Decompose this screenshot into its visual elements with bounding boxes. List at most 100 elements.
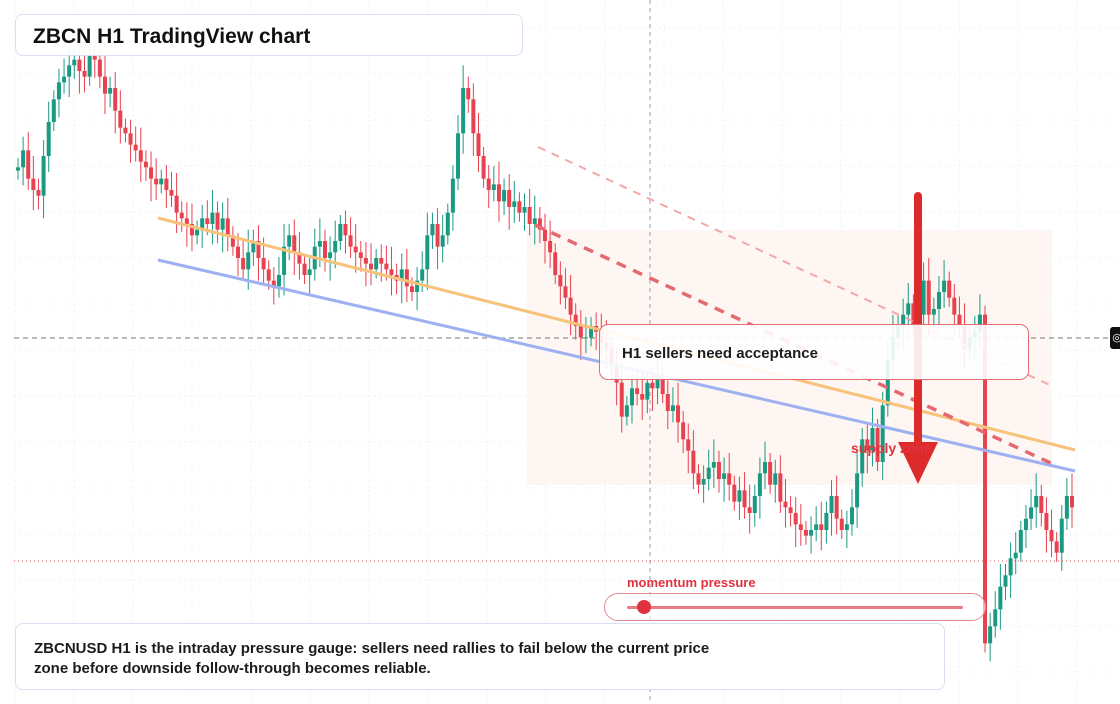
candle-body — [358, 252, 363, 258]
candle-body — [369, 263, 374, 270]
candle-body — [440, 235, 445, 247]
candle-body — [220, 218, 225, 230]
candle-body — [573, 314, 578, 326]
candle-body — [993, 609, 998, 627]
candle-body — [374, 258, 379, 270]
candle-body — [82, 71, 87, 77]
candle-body — [200, 218, 205, 230]
candle-body — [670, 405, 675, 411]
candle-body — [62, 76, 67, 83]
candle-body — [210, 212, 215, 224]
candle-body — [389, 269, 394, 275]
candle-body — [56, 82, 61, 100]
candle-body — [875, 428, 880, 462]
momentum-gauge[interactable] — [604, 593, 986, 621]
candle-body — [1008, 558, 1013, 576]
candle-body — [118, 110, 123, 128]
footer-text: ZBCNUSD H1 is the intraday pressure gaug… — [34, 640, 710, 677]
candle-body — [292, 235, 297, 253]
candle-body — [563, 286, 568, 298]
candle-body — [353, 246, 358, 253]
candle-body — [384, 263, 389, 270]
candle-body — [727, 473, 732, 485]
candle-body — [983, 314, 988, 644]
candle-body — [788, 507, 793, 513]
candle-body — [901, 314, 906, 326]
candle-body — [297, 252, 302, 264]
momentum-knob[interactable] — [636, 600, 651, 614]
candle-body — [92, 54, 97, 60]
candle-body — [988, 626, 993, 644]
candle-body — [778, 473, 783, 502]
candle-body — [583, 337, 588, 339]
candle-body — [184, 218, 189, 224]
candle-body — [829, 496, 834, 513]
candle-body — [711, 462, 716, 468]
candle-body — [629, 388, 634, 406]
momentum-label: momentum pressure — [627, 575, 756, 590]
candle-body — [732, 484, 737, 502]
momentum-track-line — [627, 606, 963, 609]
candle-body — [676, 405, 681, 423]
candle-body — [834, 496, 839, 519]
candle-body — [701, 479, 706, 485]
candle-body — [522, 207, 527, 213]
candle-body — [77, 59, 82, 71]
candle-body — [399, 269, 404, 281]
candle-body — [179, 212, 184, 219]
candle-body — [527, 207, 532, 224]
candle-body — [865, 439, 870, 451]
candle-body — [752, 496, 757, 513]
candle-body — [880, 405, 885, 462]
candle-body — [1070, 496, 1074, 508]
candle-body — [215, 212, 220, 230]
candle-body — [169, 190, 174, 196]
candle-body — [998, 586, 1003, 610]
candle-body — [742, 490, 747, 508]
candle-body — [205, 218, 210, 224]
candle-body — [936, 292, 941, 309]
candle-body — [537, 218, 542, 230]
candle-body — [41, 156, 46, 196]
price-scale-tag[interactable]: ◎ — [1110, 327, 1120, 349]
candle-body — [849, 507, 854, 525]
candle-body — [333, 241, 338, 253]
candle-body — [763, 462, 768, 474]
candle-body — [543, 229, 547, 241]
candle-body — [768, 462, 773, 485]
candle-body — [1013, 552, 1018, 559]
candle-body — [665, 394, 670, 411]
candle-body — [737, 490, 742, 502]
candle-body — [461, 88, 466, 134]
candle-body — [471, 99, 476, 134]
candle-body — [317, 241, 322, 247]
candle-body — [174, 195, 179, 213]
candle-body — [404, 269, 409, 287]
candle-body — [803, 530, 808, 536]
candle-body — [307, 269, 312, 275]
candle-body — [870, 428, 875, 451]
candle-body — [450, 178, 455, 213]
candle-body — [1003, 575, 1008, 587]
candle-body — [747, 507, 752, 513]
candle-body — [481, 156, 486, 179]
candle-body — [149, 167, 154, 179]
candle-body — [947, 280, 952, 298]
candle-body — [496, 184, 501, 202]
candle-body — [783, 501, 788, 508]
candle-body — [1054, 541, 1059, 553]
candle-body — [578, 326, 583, 338]
candle-body — [686, 439, 691, 451]
candle-body — [548, 241, 553, 253]
candle-body — [328, 252, 333, 258]
candle-body — [271, 280, 276, 287]
candle-body — [97, 59, 102, 77]
candle-body — [942, 280, 947, 292]
candle-body — [1023, 518, 1028, 530]
candle-body — [189, 224, 194, 236]
candle-body — [338, 224, 343, 241]
candle-body — [225, 218, 230, 236]
candle-body — [773, 473, 778, 485]
candle-body — [798, 524, 803, 530]
candle-body — [51, 99, 56, 122]
